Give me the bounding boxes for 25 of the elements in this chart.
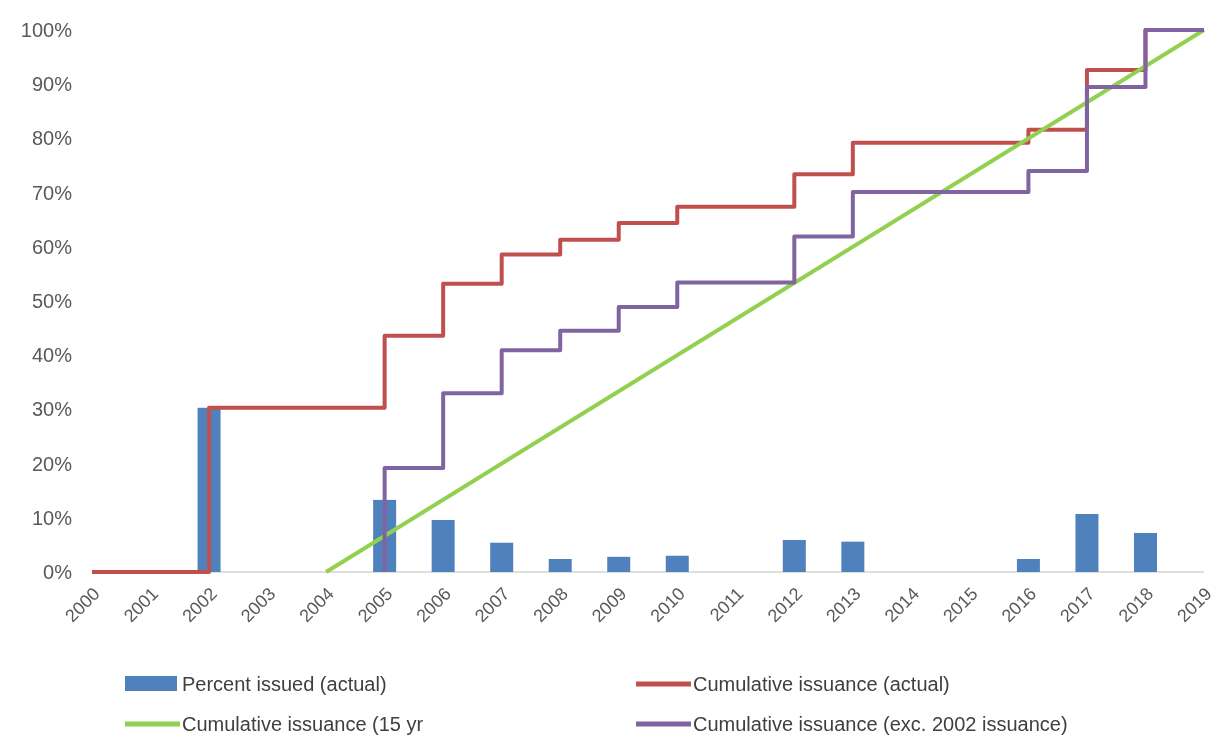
y-tick-label: 100% <box>20 19 73 41</box>
y-tick-label: 40% <box>31 344 73 367</box>
bar <box>607 556 631 572</box>
bar <box>665 555 689 572</box>
legend-label: Cumulative issuance (15 yr <box>182 713 424 735</box>
legend-label: Percent issued (actual) <box>182 673 387 695</box>
bar <box>1016 558 1040 572</box>
y-tick-label: 0% <box>43 561 73 583</box>
bar <box>548 558 572 572</box>
y-tick-label: 10% <box>31 506 73 529</box>
legend-label: Cumulative issuance (actual) <box>693 673 950 695</box>
y-tick-label: 60% <box>31 235 73 258</box>
bar <box>431 519 455 572</box>
y-tick-label: 80% <box>31 127 73 150</box>
bar <box>1133 532 1157 572</box>
y-tick-label: 20% <box>31 452 73 475</box>
y-tick-label: 70% <box>31 181 73 204</box>
bar <box>1075 514 1099 572</box>
y-tick-label: 90% <box>31 73 73 96</box>
bar <box>782 540 806 572</box>
y-tick-label: 50% <box>31 290 73 312</box>
legend-label: Cumulative issuance (exc. 2002 issuance) <box>693 713 1068 735</box>
bar <box>841 541 865 572</box>
bar <box>490 542 514 572</box>
y-tick-label: 30% <box>31 398 73 421</box>
